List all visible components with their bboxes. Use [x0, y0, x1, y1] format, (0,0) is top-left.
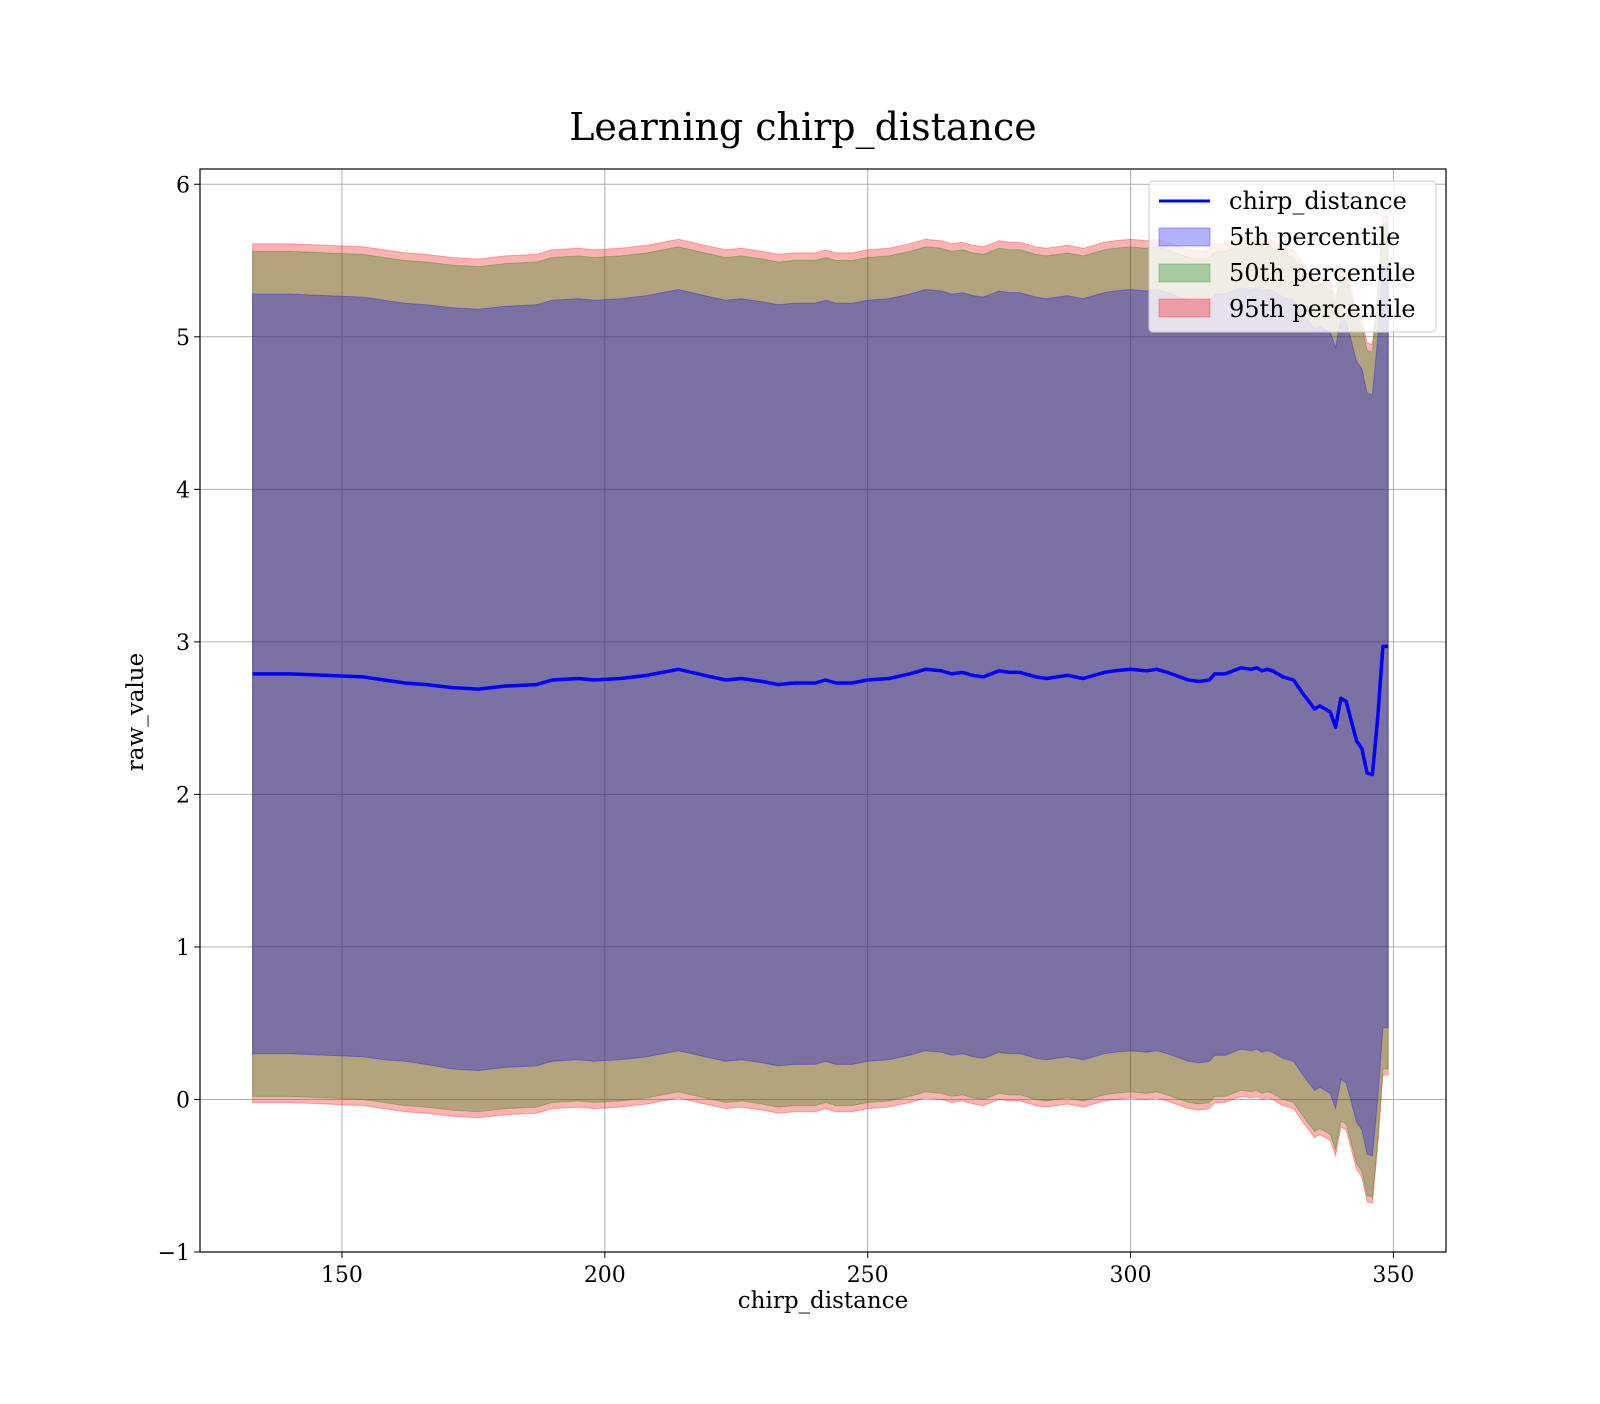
series-lines — [252, 644, 1389, 777]
y-tick-label: 3 — [176, 631, 190, 656]
legend-label-line: chirp_distance — [1229, 187, 1407, 215]
legend-label-50th: 50th percentile — [1229, 259, 1416, 287]
legend-label-95th: 95th percentile — [1229, 295, 1416, 323]
legend-swatch-50th — [1158, 263, 1211, 283]
legend: chirp_distance 5th percentile 50th perce… — [1148, 180, 1437, 333]
y-axis-label: raw_value — [123, 653, 149, 771]
x-tick-label: 250 — [847, 1263, 889, 1288]
x-tick-label: 200 — [584, 1263, 626, 1288]
x-tick-label: 300 — [1110, 1263, 1152, 1288]
y-tick-label: 1 — [176, 936, 190, 961]
band-5th-percentile — [252, 266, 1389, 1157]
plot-frame — [199, 168, 1447, 1253]
legend-swatch-5th — [1158, 227, 1211, 247]
x-tick-label: 350 — [1372, 1263, 1414, 1288]
y-tick-label: −1 — [158, 1241, 190, 1266]
band-50th-percentile — [252, 223, 1389, 1198]
legend-swatch-95th — [1158, 298, 1211, 318]
chirp-distance-line — [252, 644, 1389, 777]
band-95th-percentile — [252, 215, 1389, 1204]
y-tick-label: 4 — [176, 478, 190, 503]
y-tick-label: 6 — [176, 173, 190, 198]
x-axis-label: chirp_distance — [738, 1288, 908, 1314]
chart-title: Learning chirp_distance — [569, 105, 1037, 150]
y-axis-ticks: −1 0 1 2 3 4 5 6 — [158, 173, 200, 1266]
percentile-bands — [252, 215, 1389, 1204]
x-axis-ticks: 150 200 250 300 350 — [321, 1252, 1414, 1288]
legend-box — [1148, 180, 1437, 333]
y-tick-label: 0 — [176, 1088, 190, 1113]
legend-label-5th: 5th percentile — [1229, 223, 1400, 251]
y-tick-label: 5 — [176, 326, 190, 351]
y-tick-label: 2 — [176, 783, 190, 808]
x-tick-label: 150 — [321, 1263, 363, 1288]
